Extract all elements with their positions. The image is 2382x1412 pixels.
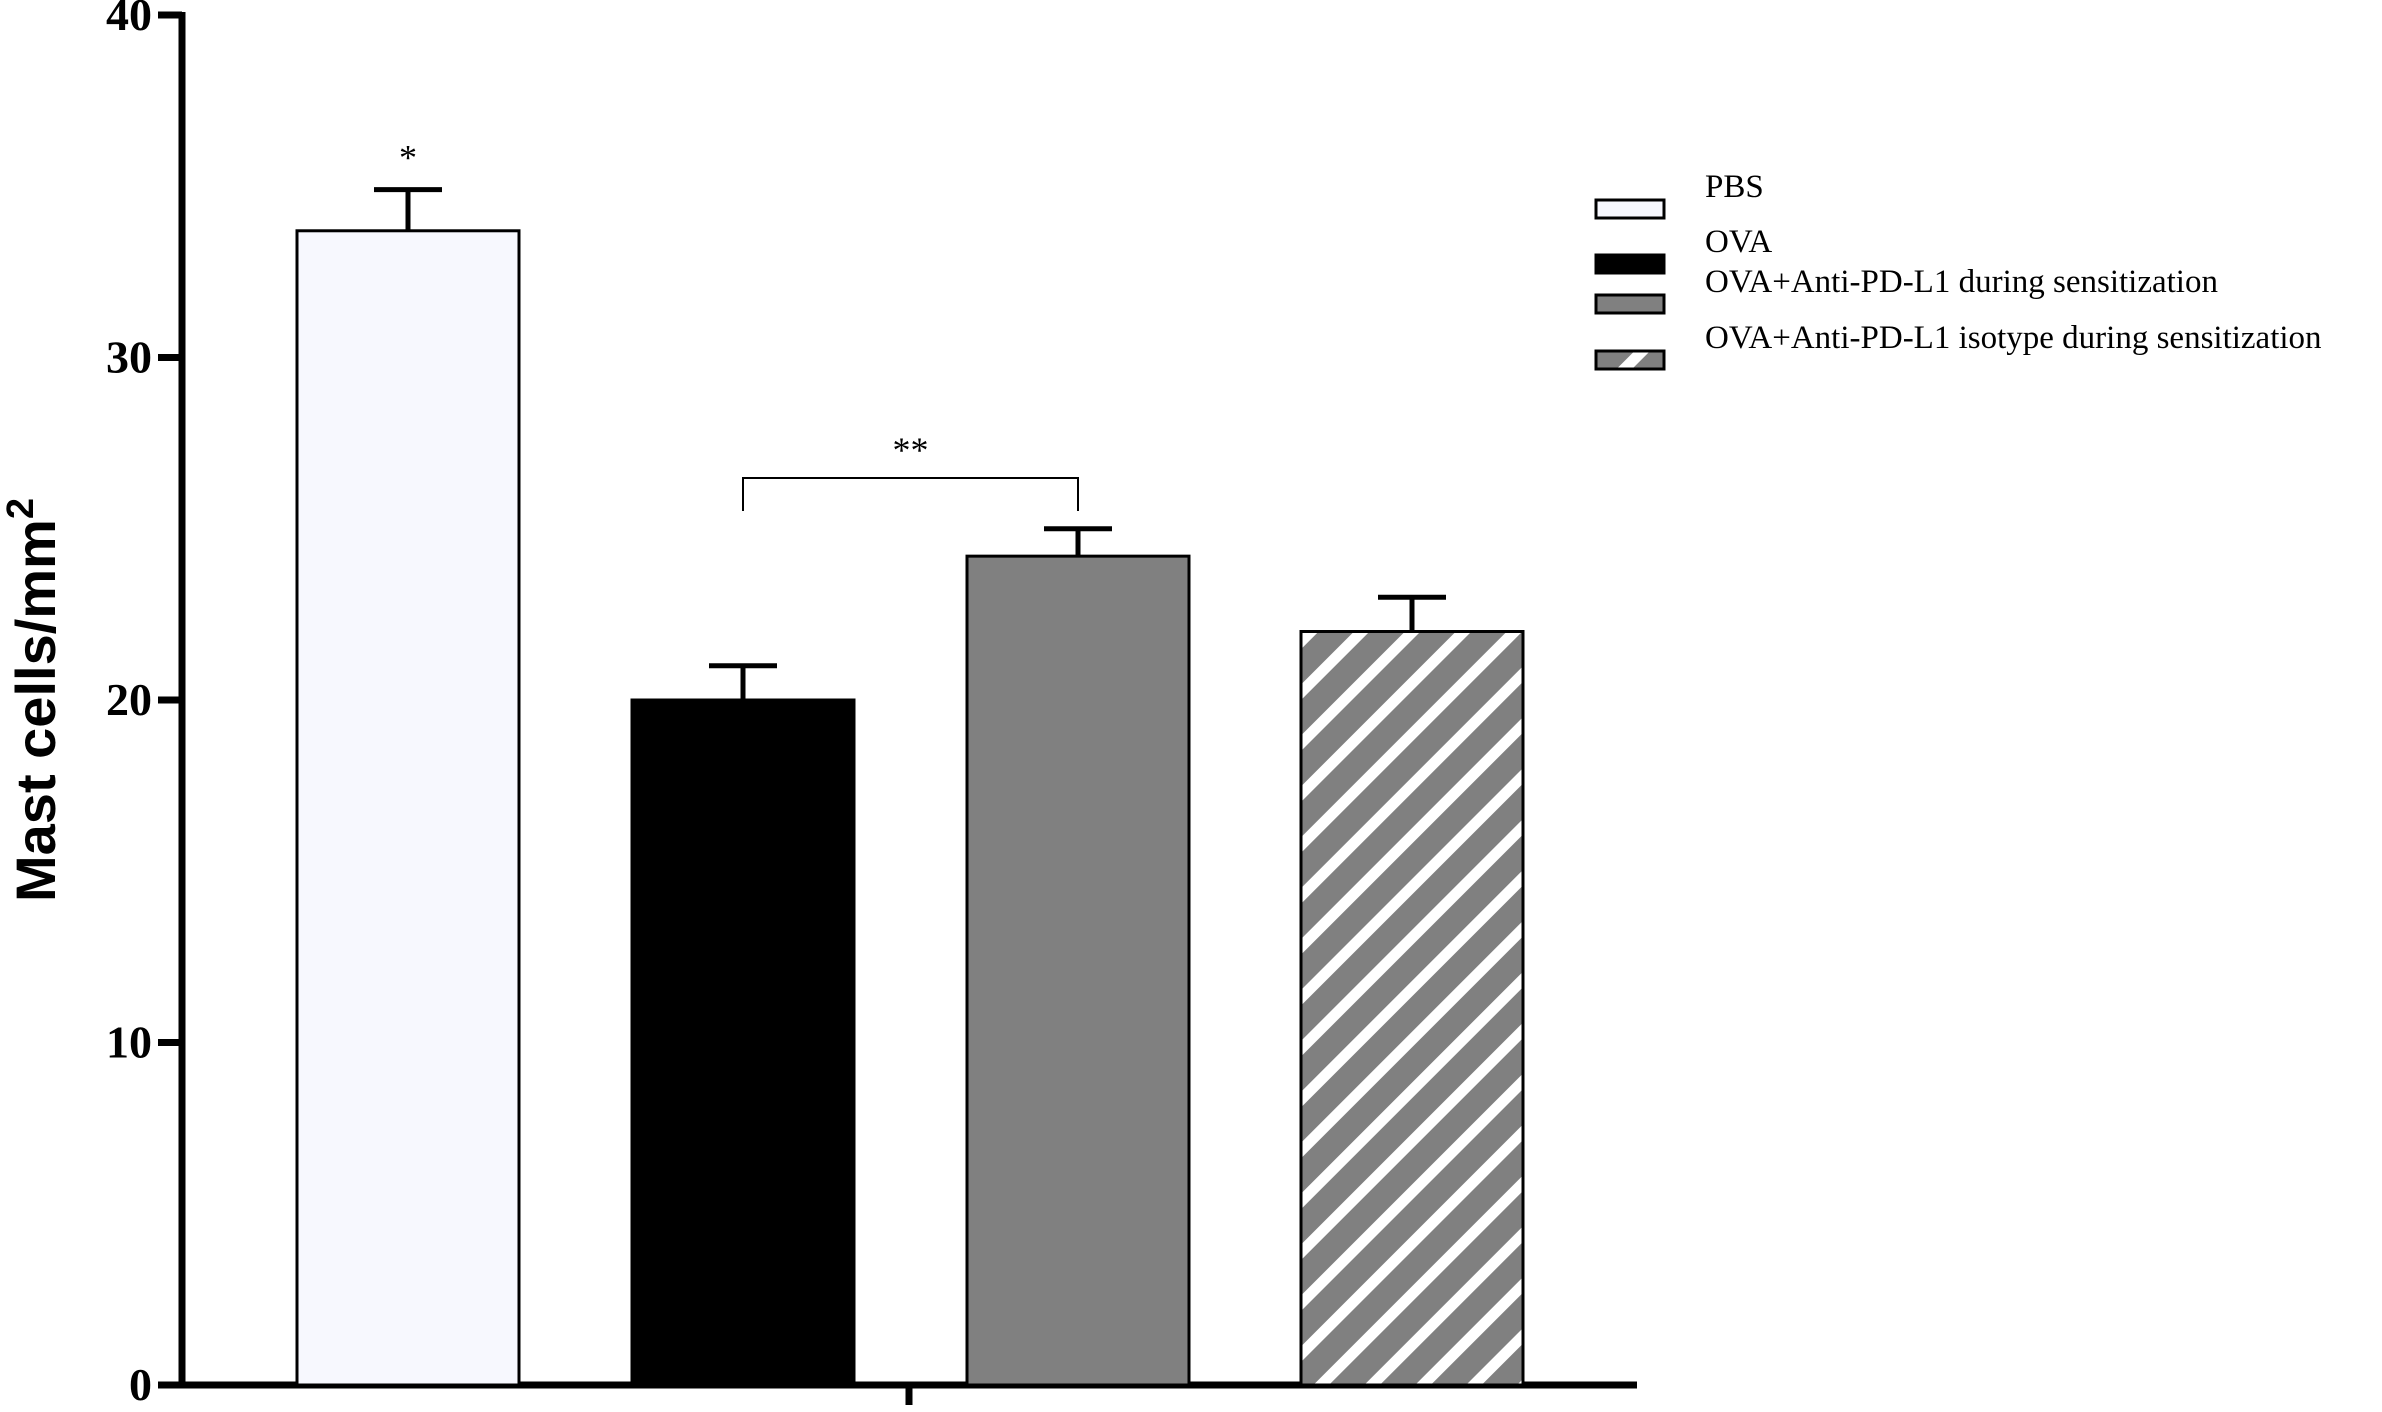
legend-label: OVA+Anti-PD-L1 during sensitization — [1705, 264, 2218, 300]
y-axis-title: Mast cells/mm2 — [0, 498, 67, 902]
legend-label: PBS — [1705, 169, 1764, 205]
y-tick-label: 20 — [106, 674, 152, 725]
bar — [1299, 630, 1525, 1387]
legend-swatch — [1594, 253, 1666, 275]
significance-bracket — [742, 477, 1079, 511]
legend-swatch — [1594, 293, 1666, 315]
significance-label: ** — [893, 430, 929, 470]
bar — [630, 698, 856, 1387]
bars — [295, 187, 1525, 1387]
legend: PBS OVA OVA+Anti-PD-L1 during sensitizatio… — [1594, 169, 2322, 371]
legend-label: OVA+Anti-PD-L1 isotype during sensitizat… — [1705, 320, 2322, 356]
bar — [295, 229, 521, 1387]
y-tick-label: 0 — [129, 1359, 152, 1410]
legend-swatch — [1594, 349, 1666, 371]
y-axis-title-text: Mast cells/mm — [4, 519, 67, 902]
bar — [965, 554, 1191, 1387]
y-tick-label: 40 — [106, 0, 152, 40]
y-axis-title-superscript: 2 — [0, 498, 42, 519]
y-tick-label: 10 — [106, 1017, 152, 1068]
legend-swatch — [1594, 198, 1666, 220]
significance-label: * — [399, 138, 417, 178]
annotations: *** — [399, 138, 1079, 511]
y-tick-label: 30 — [106, 332, 152, 383]
legend-label: OVA — [1705, 224, 1772, 260]
